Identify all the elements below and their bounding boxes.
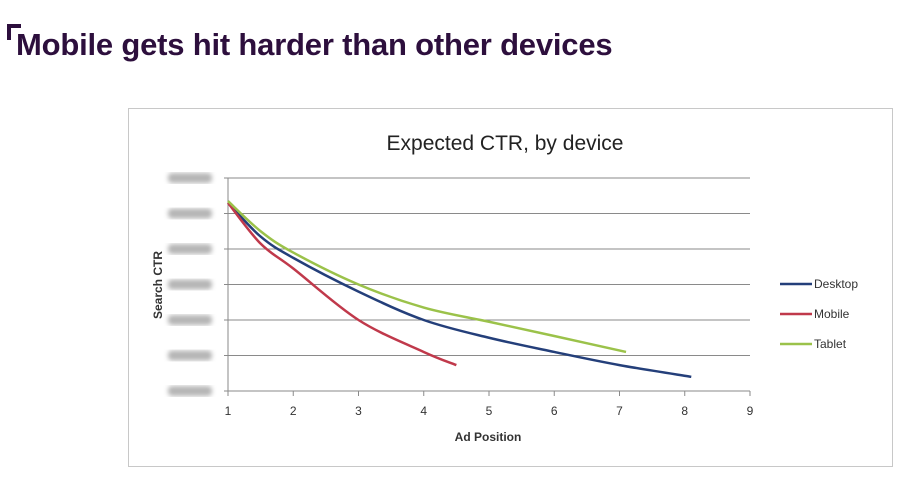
y-tick-label-obscured <box>168 279 212 290</box>
series-line-mobile <box>227 202 457 367</box>
y-tick-label-obscured <box>168 173 212 183</box>
y-axis-label: Search CTR <box>151 251 165 319</box>
y-tick-label-obscured <box>168 244 212 254</box>
chart-frame <box>128 108 893 467</box>
slide-title: Mobile gets hit harder than other device… <box>16 27 613 62</box>
chart-title: Expected CTR, by device <box>387 132 624 155</box>
series-line-desktop <box>227 201 692 379</box>
x-tick-label: 9 <box>747 404 754 418</box>
legend-label-desktop: Desktop <box>814 277 858 291</box>
legend-label-mobile: Mobile <box>814 307 850 321</box>
y-tick-label-obscured <box>168 350 212 361</box>
x-tick-label: 4 <box>420 404 427 418</box>
title-corner-mark <box>7 24 21 40</box>
x-tick-label: 3 <box>355 404 362 418</box>
legend-label-tablet: Tablet <box>814 337 847 351</box>
series-line-tablet <box>227 200 627 354</box>
x-tick-label: 2 <box>290 404 297 418</box>
x-tick-label: 8 <box>681 404 688 418</box>
y-tick-label-obscured <box>168 208 212 219</box>
x-tick-label: 5 <box>486 404 493 418</box>
x-axis-label: Ad Position <box>455 430 522 444</box>
y-tick-label-obscured <box>168 386 212 396</box>
x-tick-label: 6 <box>551 404 558 418</box>
y-tick-label-obscured <box>168 315 212 325</box>
x-tick-label: 1 <box>225 404 232 418</box>
x-tick-label: 7 <box>616 404 623 418</box>
